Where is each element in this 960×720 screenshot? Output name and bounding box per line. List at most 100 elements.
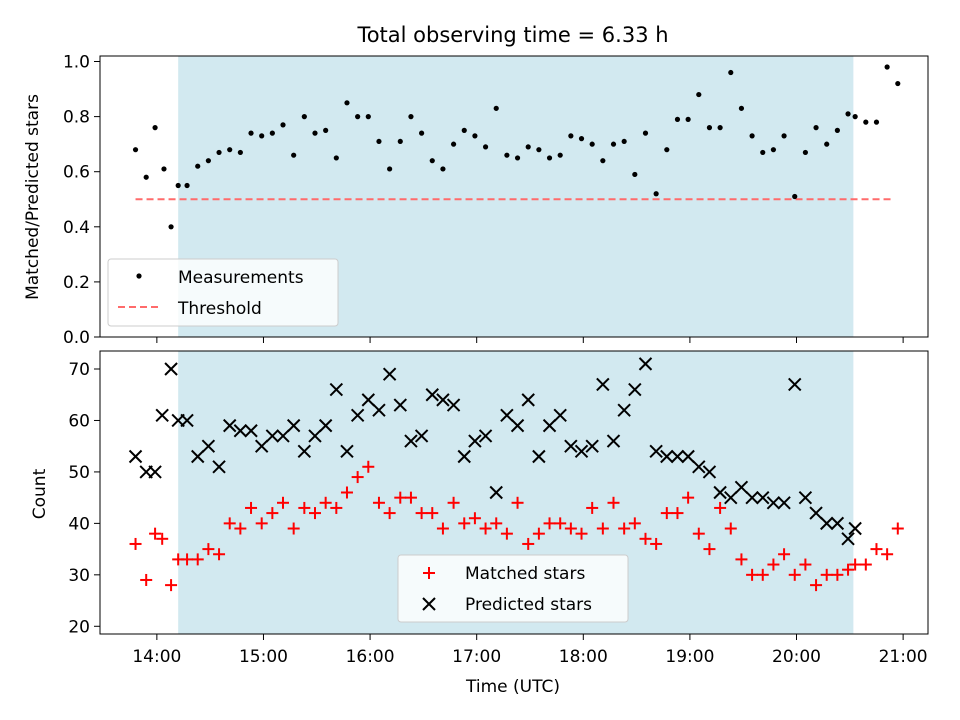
ratio-axes-frame <box>99 55 929 338</box>
matched-star-point <box>618 522 631 535</box>
matched-star-point <box>436 522 449 535</box>
ratio-y-axis-label: Matched/Predicted stars <box>23 94 43 300</box>
measurement-point <box>664 147 670 153</box>
legend-threshold-label: Threshold <box>177 299 262 319</box>
measurement-point <box>152 125 158 131</box>
matched-star-point <box>575 527 588 540</box>
x-tick-label: 20:00 <box>772 647 821 667</box>
measurement-point <box>642 130 649 136</box>
predicted-star-point <box>830 516 845 531</box>
matched-star-point <box>870 543 883 556</box>
matched-star-point <box>394 491 407 504</box>
predicted-star-point <box>841 532 855 546</box>
measurement-point <box>760 149 766 156</box>
y-tick-label: 70 <box>68 360 90 380</box>
predicted-star-point <box>848 521 862 536</box>
matched-star-point <box>500 527 513 540</box>
matched-star-point <box>319 496 332 509</box>
x-tick-label: 19:00 <box>665 647 714 667</box>
predicted-star-point <box>702 465 717 479</box>
y-tick-label: 40 <box>68 514 90 534</box>
x-tick-label: 15:00 <box>239 647 288 667</box>
measurement-point <box>216 149 222 156</box>
matched-star-point <box>703 543 716 556</box>
predicted-star-point <box>500 408 514 423</box>
matched-star-point <box>682 491 695 504</box>
matched-star-point <box>532 527 545 540</box>
predicted-stars-series <box>128 357 862 546</box>
measurement-point <box>600 158 606 164</box>
predicted-star-point <box>681 449 695 464</box>
predicted-star-point <box>798 490 813 505</box>
measurement-point <box>387 166 393 172</box>
measurement-point <box>781 133 787 139</box>
predicted-star-point <box>436 393 450 407</box>
measurement-point <box>792 193 798 200</box>
matched-star-point <box>202 543 215 556</box>
matched-star-point <box>820 568 833 581</box>
predicted-star-point <box>393 398 407 412</box>
predicted-star-point <box>713 485 727 500</box>
measurement-point <box>248 130 254 136</box>
predicted-star-point <box>164 362 178 376</box>
measurement-point <box>280 122 286 128</box>
predicted-star-point <box>628 382 642 397</box>
matched-star-point <box>671 507 684 520</box>
matched-star-point <box>191 553 204 566</box>
measurement-point <box>578 136 585 142</box>
matched-star-point <box>831 568 844 581</box>
predicted-star-point <box>191 449 205 464</box>
predicted-star-point <box>254 439 269 453</box>
measurement-point <box>450 141 457 147</box>
matched-star-point <box>266 507 279 520</box>
matched-star-point <box>383 507 396 520</box>
measurement-point <box>184 182 190 189</box>
predicted-star-point <box>521 393 535 407</box>
matched-star-point <box>330 501 343 514</box>
x-axis-label: Time (UTC) <box>465 677 560 697</box>
matched-star-point <box>129 537 142 550</box>
measurement-point <box>205 158 211 164</box>
predicted-star-point <box>329 382 344 397</box>
matched-stars-series <box>129 460 904 592</box>
matched-star-point <box>788 568 801 581</box>
matched-star-point <box>596 522 609 535</box>
measurement-point <box>143 174 149 180</box>
predicted-star-point <box>777 496 791 510</box>
measurement-point <box>884 64 890 70</box>
y-tick-label: 0.6 <box>63 163 90 183</box>
measurement-point <box>227 147 233 153</box>
measurement-point <box>408 114 414 120</box>
matched-star-point <box>650 537 663 550</box>
legend-matched-label: Matched stars <box>465 564 585 584</box>
measurement-point <box>344 100 350 106</box>
predicted-star-point <box>532 449 546 464</box>
ratio-legend: Measurements Threshold <box>107 258 339 327</box>
predicted-star-point <box>128 449 143 464</box>
predicted-star-point <box>212 460 226 474</box>
y-tick-label: 30 <box>68 566 90 586</box>
matched-star-point <box>511 496 524 509</box>
matched-star-point <box>810 579 823 592</box>
measurement-point <box>482 144 489 150</box>
count-x-ticks: 14:00 15:00 16:00 17:00 18:00 19:00 20:00 21:00 <box>132 634 928 667</box>
predicted-star-point <box>649 444 663 459</box>
measurement-point <box>706 125 713 131</box>
measurement-point <box>429 158 435 164</box>
predicted-star-point <box>542 418 557 433</box>
measurement-point <box>175 182 181 189</box>
measurement-point <box>333 155 339 161</box>
predicted-star-point <box>788 377 802 392</box>
predicted-star-point <box>585 439 599 453</box>
predicted-star-point <box>670 449 685 464</box>
predicted-star-point <box>660 449 674 464</box>
legend-measurements-marker <box>136 273 142 279</box>
predicted-star-point <box>425 388 439 402</box>
y-tick-label: 0.4 <box>63 218 90 238</box>
predicted-star-point <box>734 480 749 495</box>
matched-star-point <box>351 471 364 484</box>
measurement-point <box>301 114 307 120</box>
matched-star-point <box>140 573 153 586</box>
ratio-x-ticks <box>156 337 904 343</box>
